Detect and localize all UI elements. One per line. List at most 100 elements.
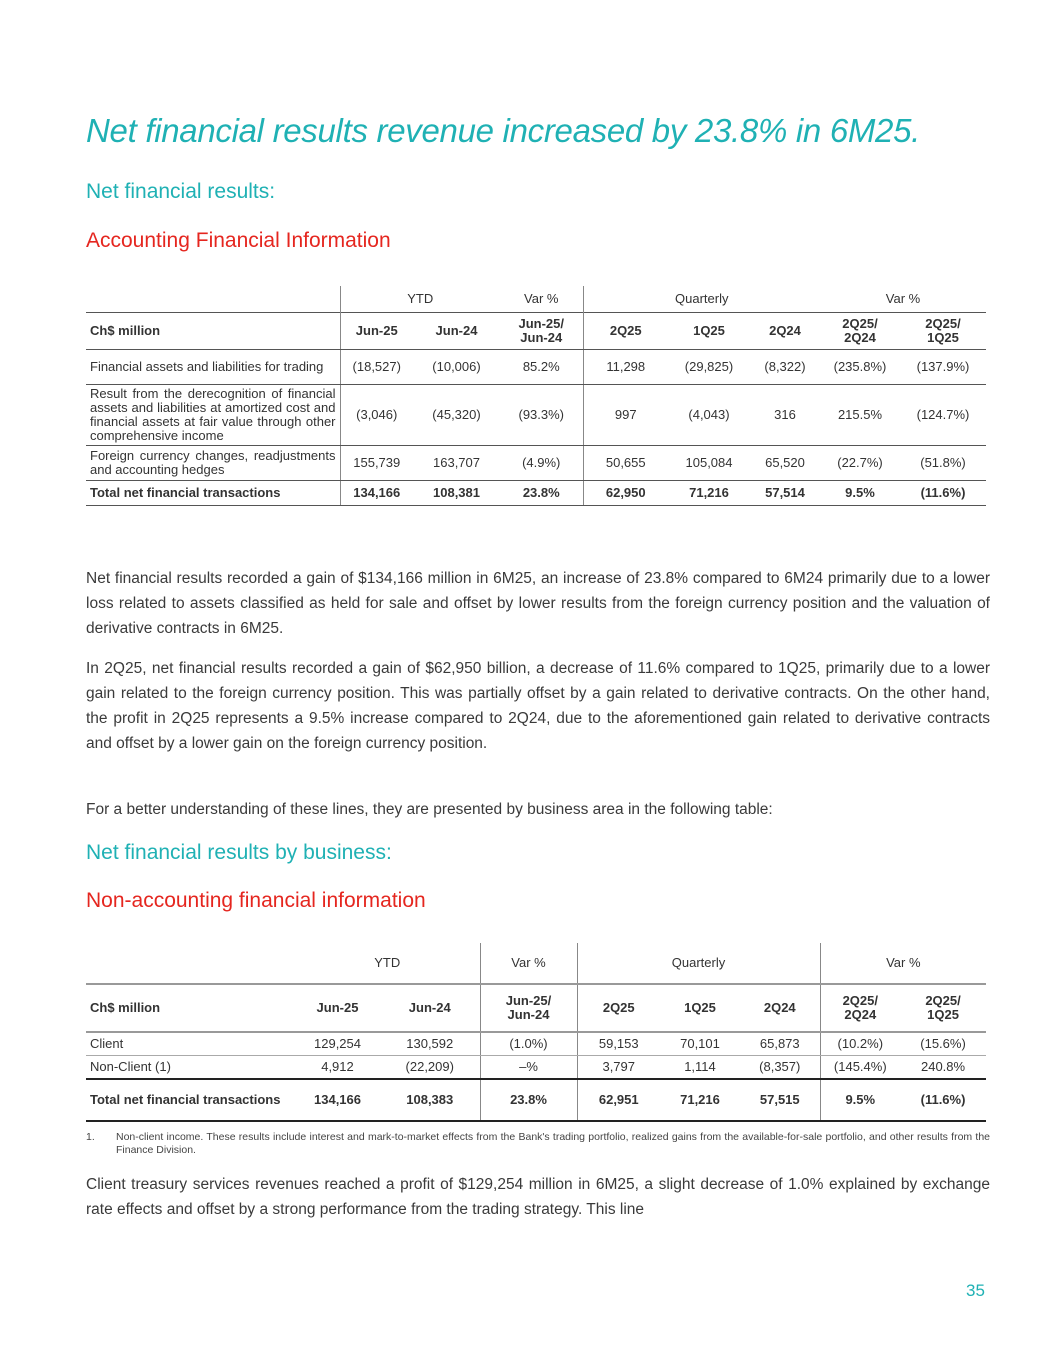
cell-value: (45,320): [413, 384, 500, 446]
total-value: (11.6%): [900, 1079, 987, 1122]
total-value: 23.8%: [500, 480, 583, 506]
column-header: 2Q25: [576, 983, 660, 1033]
column-header: Jun-25/ Jun-24: [479, 983, 577, 1033]
column-header: 2Q25/ 1Q25: [900, 983, 987, 1033]
paragraph: For a better understanding of these line…: [86, 801, 773, 818]
total-value: 9.5%: [820, 480, 900, 506]
table-row: Financial assets and liabilities for tra…: [86, 349, 986, 385]
total-row: Total net financial transactions 134,166 1…: [86, 480, 986, 506]
group-header: Var %: [524, 291, 559, 306]
cell-value: 85.2%: [500, 349, 583, 385]
row-label: Non-Client (1): [86, 1055, 295, 1080]
group-header: Var %: [479, 943, 577, 984]
cell-value: (145.4%): [819, 1055, 901, 1080]
cell-value: (10,006): [413, 349, 500, 385]
group-header-row: YTD Var % Quarterly Var %: [86, 286, 986, 313]
column-header: Jun-25: [295, 983, 380, 1033]
cell-value: (93.3%): [500, 384, 583, 446]
section-heading: Net financial results:: [86, 180, 276, 203]
cell-value: 316: [750, 384, 820, 446]
group-header: YTD: [339, 286, 500, 313]
cell-value: (15.6%): [900, 1032, 987, 1056]
column-header: Jun-25: [339, 312, 413, 350]
cell-value: (4,043): [668, 384, 750, 446]
total-value: 108,383: [380, 1079, 480, 1122]
cell-value: 240.8%: [900, 1055, 987, 1080]
page-number: 35: [966, 1281, 985, 1300]
cell-value: –%: [479, 1055, 577, 1080]
cell-value: 3,797: [576, 1055, 660, 1080]
cell-value: (124.7%): [900, 384, 986, 446]
column-header: 2Q25/ 1Q25: [900, 312, 986, 350]
group-header: Var %: [819, 943, 987, 984]
total-label: Total net financial transactions: [86, 480, 340, 506]
section-heading: Net financial results by business:: [86, 841, 392, 864]
cell-value: (10.2%): [819, 1032, 901, 1056]
total-value: 134,166: [295, 1079, 380, 1122]
total-value: 57,514: [750, 480, 820, 506]
column-header: 2Q24: [740, 983, 821, 1033]
cell-value: 997: [582, 384, 668, 446]
column-header: Ch$ million: [86, 312, 340, 350]
row-label: Financial assets and liabilities for tra…: [86, 349, 340, 385]
total-value: 23.8%: [479, 1079, 577, 1122]
group-header: YTD: [374, 955, 401, 970]
footnote-text: Non-client income. These results include…: [116, 1131, 990, 1156]
cell-value: 4,912: [295, 1055, 380, 1080]
cell-value: 215.5%: [820, 384, 900, 446]
total-value: 71,216: [668, 480, 750, 506]
table-row: Result from the derecognition of financi…: [86, 384, 986, 446]
total-label: Total net financial transactions: [86, 1079, 295, 1122]
cell-value: 155,739: [339, 445, 413, 481]
column-header: 2Q24: [750, 312, 820, 350]
total-value: 134,166: [339, 480, 413, 506]
group-header: Var %: [885, 291, 921, 306]
group-header-row: YTD Var % Quarterly Var %: [86, 943, 987, 984]
column-header: Ch$ million: [86, 983, 295, 1033]
header-spacer: [86, 943, 295, 984]
cell-value: 50,655: [582, 445, 668, 481]
cell-value: 70,101: [660, 1032, 740, 1056]
cell-value: (137.9%): [900, 349, 986, 385]
column-header: Jun-24: [413, 312, 500, 350]
cell-value: (235.8%): [820, 349, 900, 385]
footnote: 1. Non-client income. These results incl…: [86, 1131, 990, 1157]
cell-value: (18,527): [339, 349, 413, 385]
paragraph: Net financial results recorded a gain of…: [86, 570, 990, 637]
total-value: 71,216: [660, 1079, 740, 1122]
group-header: Quarterly: [576, 943, 821, 984]
paragraph: Client treasury services revenues reache…: [86, 1176, 990, 1218]
table-row: Client 129,254 130,592 (1.0%) 59,153 70,101 65…: [86, 1032, 987, 1056]
total-value: (11.6%): [900, 480, 986, 506]
column-header: 1Q25: [668, 312, 750, 350]
column-header-row: Ch$ million Jun-25 Jun-24 Jun-25/ Jun-24 2Q2…: [86, 983, 987, 1033]
column-header: 2Q25/ 2Q24: [819, 983, 901, 1033]
paragraph: In 2Q25, net financial results recorded …: [86, 660, 990, 752]
total-value: 57,515: [740, 1079, 821, 1122]
group-header: Quarterly: [582, 286, 820, 313]
row-label: Result from the derecognition of financi…: [86, 384, 340, 446]
page-title: Net financial results revenue increased …: [86, 112, 921, 149]
cell-value: (4.9%): [500, 445, 583, 481]
total-row: Total net financial transactions 134,166 1…: [86, 1079, 987, 1122]
cell-value: (3,046): [339, 384, 413, 446]
cell-value: (8,357): [740, 1055, 821, 1080]
cell-value: 11,298: [582, 349, 668, 385]
cell-value: (8,322): [750, 349, 820, 385]
cell-value: 59,153: [576, 1032, 660, 1056]
cell-value: (22.7%): [820, 445, 900, 481]
cell-value: (51.8%): [900, 445, 986, 481]
header-spacer: [86, 286, 340, 313]
cell-value: (1.0%): [479, 1032, 577, 1056]
total-value: 62,950: [582, 480, 668, 506]
footnote-number: 1.: [86, 1131, 95, 1143]
cell-value: 1,114: [660, 1055, 740, 1080]
cell-value: 130,592: [380, 1032, 480, 1056]
section-subheading: Accounting Financial Information: [86, 229, 391, 252]
section-subheading: Non-accounting financial information: [86, 889, 426, 912]
table-row: Non-Client (1) 4,912 (22,209) –% 3,797 1,114(…: [86, 1055, 987, 1080]
cell-value: 129,254: [295, 1032, 380, 1056]
total-value: 108,381: [413, 480, 500, 506]
column-header: 1Q25: [660, 983, 740, 1033]
business-table: YTD Var % Quarterly Var % Ch$ million Jun-25 J…: [86, 943, 987, 1122]
